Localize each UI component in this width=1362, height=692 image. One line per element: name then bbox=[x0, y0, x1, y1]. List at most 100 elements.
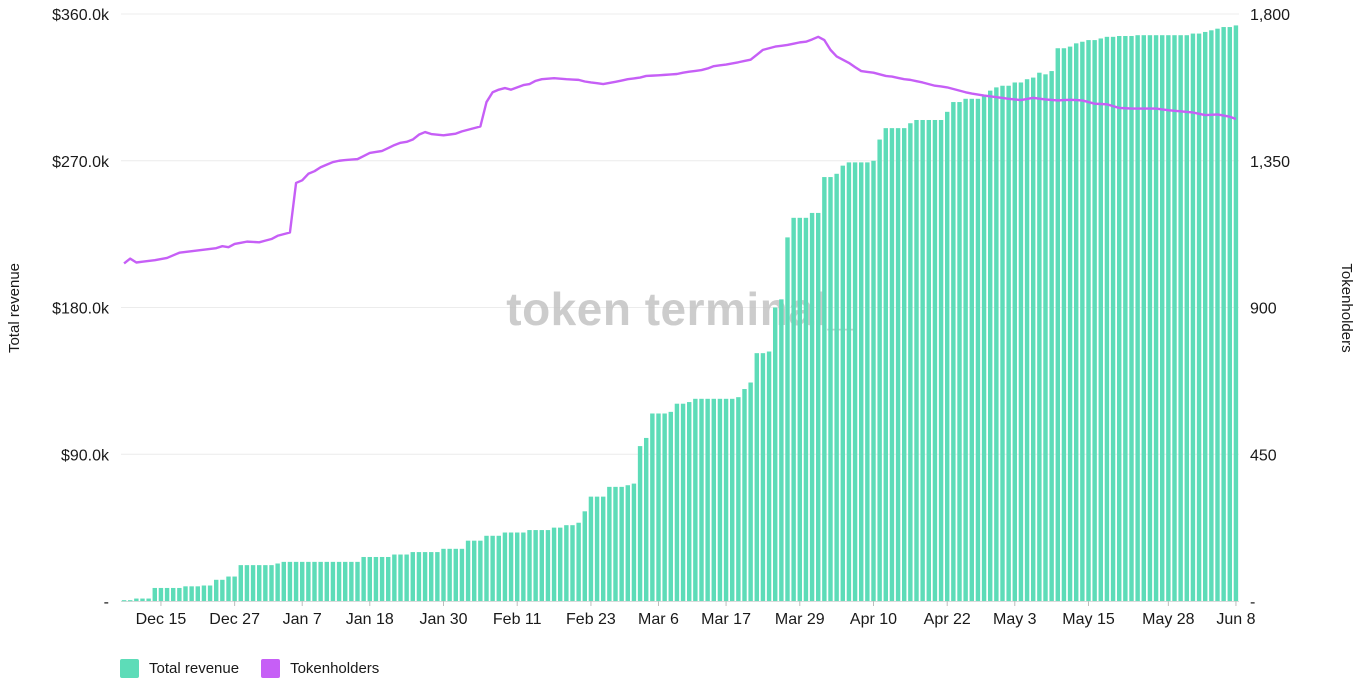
revenue-bar[interactable] bbox=[1074, 43, 1079, 602]
revenue-bar[interactable] bbox=[975, 98, 981, 601]
revenue-bar[interactable] bbox=[269, 565, 274, 601]
revenue-bar[interactable] bbox=[164, 587, 170, 601]
revenue-bar[interactable] bbox=[908, 123, 913, 601]
revenue-bar[interactable] bbox=[1067, 46, 1073, 602]
revenue-bar[interactable] bbox=[214, 579, 219, 601]
revenue-bar[interactable] bbox=[1117, 36, 1122, 601]
revenue-bar[interactable] bbox=[1024, 79, 1030, 602]
revenue-bar[interactable] bbox=[527, 530, 532, 601]
revenue-bar[interactable] bbox=[472, 540, 477, 601]
revenue-bar[interactable] bbox=[644, 437, 649, 601]
revenue-bar[interactable] bbox=[312, 561, 317, 601]
revenue-bar[interactable] bbox=[785, 237, 790, 601]
revenue-bar[interactable] bbox=[1110, 36, 1116, 601]
revenue-bar[interactable] bbox=[766, 351, 772, 601]
revenue-bar[interactable] bbox=[330, 561, 336, 601]
revenue-bar[interactable] bbox=[945, 111, 950, 601]
revenue-bar[interactable] bbox=[687, 402, 692, 601]
revenue-bar[interactable] bbox=[1031, 77, 1036, 602]
revenue-bar[interactable] bbox=[834, 173, 839, 602]
revenue-bar[interactable] bbox=[613, 486, 618, 601]
revenue-bar[interactable] bbox=[1098, 38, 1103, 601]
revenue-bar[interactable] bbox=[343, 561, 348, 601]
revenue-bar[interactable] bbox=[865, 162, 870, 601]
revenue-bar[interactable] bbox=[171, 587, 176, 601]
revenue-bar[interactable] bbox=[1141, 35, 1146, 601]
revenue-bar[interactable] bbox=[349, 561, 354, 601]
revenue-bar[interactable] bbox=[207, 585, 213, 601]
revenue-bar[interactable] bbox=[889, 128, 895, 601]
revenue-bar[interactable] bbox=[957, 102, 962, 602]
revenue-bar[interactable] bbox=[1184, 35, 1189, 601]
revenue-bar[interactable] bbox=[1135, 35, 1140, 601]
revenue-bar[interactable] bbox=[521, 532, 526, 601]
revenue-bar[interactable] bbox=[336, 561, 342, 601]
revenue-bar[interactable] bbox=[564, 525, 569, 601]
revenue-bar[interactable] bbox=[607, 486, 612, 601]
revenue-bar[interactable] bbox=[594, 496, 600, 601]
revenue-bar[interactable] bbox=[1061, 48, 1067, 602]
revenue-bar[interactable] bbox=[128, 600, 133, 602]
revenue-bar[interactable] bbox=[1123, 36, 1128, 601]
legend-item-total-revenue[interactable]: Total revenue bbox=[120, 659, 239, 678]
revenue-bar[interactable] bbox=[1233, 25, 1239, 602]
revenue-bar[interactable] bbox=[601, 496, 606, 601]
revenue-bar[interactable] bbox=[650, 413, 655, 601]
revenue-bar[interactable] bbox=[699, 398, 704, 601]
revenue-bar[interactable] bbox=[570, 525, 575, 601]
revenue-bar[interactable] bbox=[183, 586, 188, 601]
revenue-bar[interactable] bbox=[429, 552, 434, 601]
revenue-bar[interactable] bbox=[742, 389, 747, 601]
revenue-bar[interactable] bbox=[1178, 35, 1183, 601]
revenue-bar[interactable] bbox=[619, 486, 624, 601]
revenue-bar[interactable] bbox=[300, 561, 305, 601]
revenue-bar[interactable] bbox=[508, 532, 514, 601]
revenue-bar[interactable] bbox=[484, 535, 489, 601]
revenue-bar[interactable] bbox=[1227, 27, 1232, 602]
revenue-bar[interactable] bbox=[459, 548, 465, 601]
revenue-bar[interactable] bbox=[656, 413, 661, 601]
revenue-bar[interactable] bbox=[871, 160, 876, 601]
revenue-bar[interactable] bbox=[1129, 36, 1134, 601]
revenue-bar[interactable] bbox=[232, 576, 237, 601]
revenue-bar[interactable] bbox=[1147, 35, 1153, 601]
revenue-bar[interactable] bbox=[1000, 85, 1005, 602]
revenue-bar[interactable] bbox=[1203, 31, 1208, 601]
revenue-bar[interactable] bbox=[244, 565, 250, 601]
revenue-bar[interactable] bbox=[1190, 33, 1196, 601]
revenue-bar[interactable] bbox=[938, 119, 944, 602]
revenue-bar[interactable] bbox=[558, 527, 563, 602]
revenue-bar[interactable] bbox=[189, 586, 194, 601]
revenue-bar[interactable] bbox=[134, 598, 139, 601]
revenue-bar[interactable] bbox=[416, 552, 422, 601]
revenue-bar[interactable] bbox=[140, 598, 145, 601]
revenue-bar[interactable] bbox=[902, 128, 907, 601]
revenue-bar[interactable] bbox=[220, 579, 225, 601]
revenue-bar[interactable] bbox=[1055, 48, 1060, 602]
revenue-bar[interactable] bbox=[152, 587, 157, 601]
revenue-bar[interactable] bbox=[582, 511, 587, 601]
revenue-bar[interactable] bbox=[846, 162, 852, 601]
revenue-bar[interactable] bbox=[828, 177, 833, 601]
revenue-bar[interactable] bbox=[515, 532, 520, 601]
revenue-bar[interactable] bbox=[877, 139, 882, 602]
revenue-bar[interactable] bbox=[668, 411, 673, 601]
revenue-bar[interactable] bbox=[539, 530, 544, 601]
legend-item-tokenholders[interactable]: Tokenholders bbox=[261, 659, 379, 678]
revenue-bar[interactable] bbox=[1153, 35, 1159, 601]
revenue-bar[interactable] bbox=[1166, 35, 1171, 601]
revenue-bar[interactable] bbox=[1037, 72, 1042, 601]
revenue-bar[interactable] bbox=[263, 565, 268, 601]
revenue-bar[interactable] bbox=[398, 554, 403, 601]
revenue-bar[interactable] bbox=[662, 413, 667, 601]
revenue-bar[interactable] bbox=[748, 382, 753, 601]
revenue-bar[interactable] bbox=[324, 561, 329, 601]
revenue-bar[interactable] bbox=[422, 552, 428, 601]
revenue-bar[interactable] bbox=[177, 587, 182, 601]
revenue-bar[interactable] bbox=[717, 398, 723, 601]
revenue-bar[interactable] bbox=[478, 540, 483, 601]
revenue-bar[interactable] bbox=[502, 532, 508, 601]
revenue-bar[interactable] bbox=[1086, 40, 1091, 601]
revenue-bar[interactable] bbox=[760, 353, 766, 601]
revenue-bar[interactable] bbox=[257, 565, 262, 601]
